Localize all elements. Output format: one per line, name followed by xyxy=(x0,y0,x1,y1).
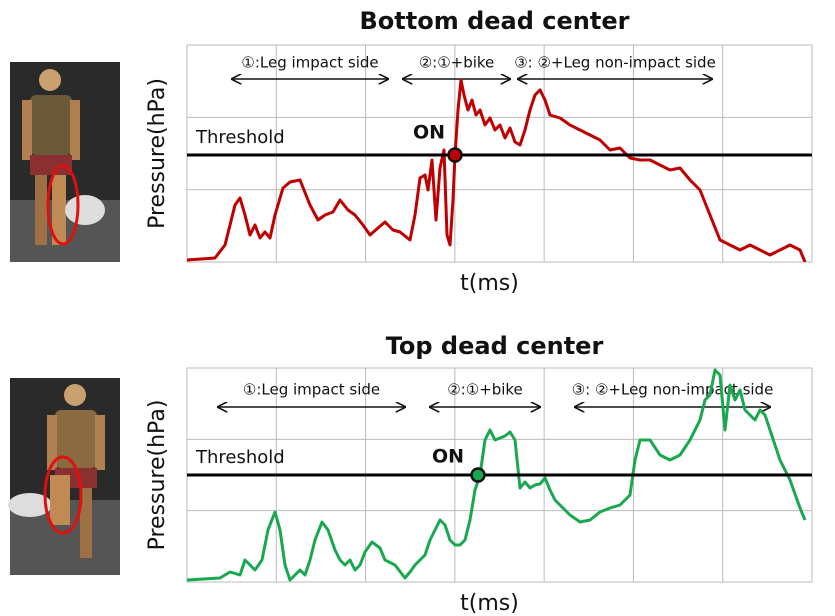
series-group xyxy=(187,368,807,582)
photo-bottom xyxy=(8,378,120,575)
phase-label: ①:Leg impact side xyxy=(243,381,380,399)
threshold-label: Threshold xyxy=(195,447,285,468)
phase-label: ②:①+bike xyxy=(447,381,523,399)
photo-top xyxy=(10,62,120,262)
y-axis-label: Pressure(hPa) xyxy=(145,400,170,551)
phase-label: ②:①+bike xyxy=(419,54,495,72)
on-label: ON xyxy=(432,446,464,468)
on-label: ON xyxy=(413,122,445,144)
chart-title: Top dead center xyxy=(386,332,604,360)
series-line xyxy=(187,78,807,262)
threshold-label: Threshold xyxy=(195,127,285,148)
series-line xyxy=(187,368,807,582)
on-point xyxy=(447,147,463,163)
phase-label: ③: ②+Leg non-impact side xyxy=(572,381,774,399)
on-point xyxy=(470,467,486,483)
x-axis-label: t(ms) xyxy=(460,271,519,296)
phase-label: ③: ②+Leg non-impact side xyxy=(514,54,716,72)
y-axis-label: Pressure(hPa) xyxy=(145,78,170,229)
series-group xyxy=(187,78,807,262)
x-axis-label: t(ms) xyxy=(460,591,519,616)
phase-label: ①:Leg impact side xyxy=(241,54,378,72)
chart-title: Bottom dead center xyxy=(360,7,630,35)
